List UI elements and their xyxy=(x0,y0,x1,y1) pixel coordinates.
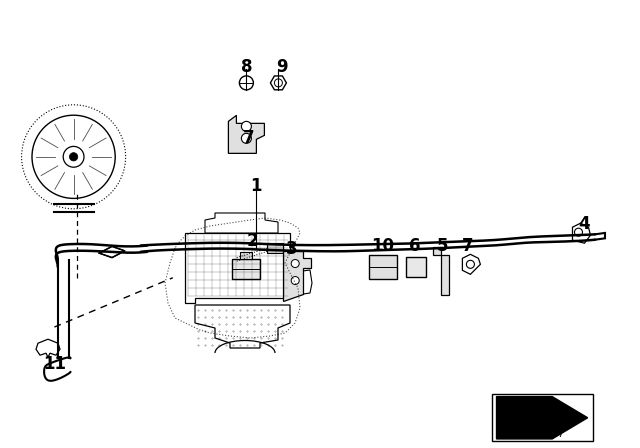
Text: 4: 4 xyxy=(578,215,589,233)
Text: 11: 11 xyxy=(43,355,66,373)
Circle shape xyxy=(467,260,474,268)
Polygon shape xyxy=(228,116,264,153)
Text: 7: 7 xyxy=(243,129,254,147)
Text: 9: 9 xyxy=(276,58,287,76)
Circle shape xyxy=(291,259,300,267)
Polygon shape xyxy=(99,246,125,258)
Polygon shape xyxy=(195,305,290,348)
Text: 00124437: 00124437 xyxy=(517,429,564,439)
Circle shape xyxy=(575,228,582,236)
Circle shape xyxy=(241,134,252,143)
Bar xyxy=(241,252,252,259)
Polygon shape xyxy=(497,396,588,439)
Polygon shape xyxy=(185,233,290,303)
Circle shape xyxy=(241,121,252,131)
Circle shape xyxy=(291,276,300,284)
Text: 5: 5 xyxy=(437,237,449,254)
Circle shape xyxy=(32,115,115,198)
Text: 8: 8 xyxy=(241,58,252,76)
Text: 10: 10 xyxy=(371,237,394,254)
Text: 6: 6 xyxy=(409,237,420,254)
Polygon shape xyxy=(36,339,60,357)
Circle shape xyxy=(63,146,84,167)
Bar xyxy=(492,394,593,441)
Bar xyxy=(406,257,426,276)
Bar xyxy=(369,254,397,279)
Polygon shape xyxy=(205,213,278,233)
Polygon shape xyxy=(270,76,287,90)
Text: 1: 1 xyxy=(250,177,262,195)
Circle shape xyxy=(239,76,253,90)
Polygon shape xyxy=(288,270,312,296)
Polygon shape xyxy=(283,250,311,301)
Text: 7: 7 xyxy=(461,237,473,254)
Text: 3: 3 xyxy=(285,240,297,258)
Polygon shape xyxy=(573,223,591,243)
Polygon shape xyxy=(462,254,481,274)
Text: 2: 2 xyxy=(247,232,259,250)
Polygon shape xyxy=(433,246,449,295)
Bar xyxy=(232,259,260,279)
Circle shape xyxy=(69,153,78,161)
Bar xyxy=(268,243,283,253)
